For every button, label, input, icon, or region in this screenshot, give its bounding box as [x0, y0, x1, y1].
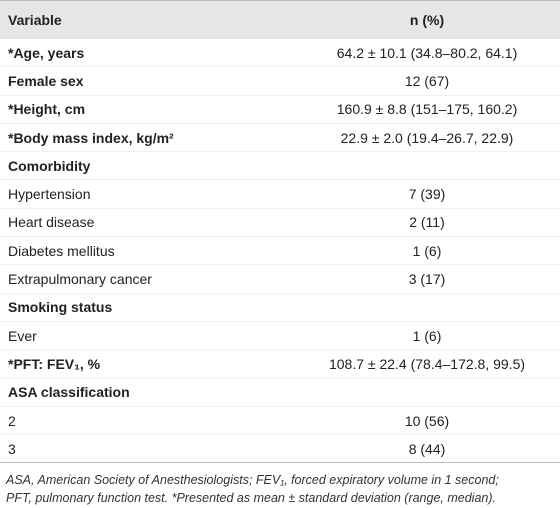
row-label: Extrapulmonary cancer: [0, 264, 294, 294]
header-cell: Variable: [0, 0, 294, 39]
row-label: Hypertension: [0, 179, 294, 209]
row-value: 1 (6): [294, 321, 560, 351]
row-label: ASA classification: [0, 378, 294, 407]
row-label: 3: [0, 434, 294, 464]
table-row: *Age, years 64.2 ± 10.1 (34.8–80.2, 64.1): [0, 39, 560, 68]
row-value: 7 (39): [294, 179, 560, 209]
row-label: *Age, years: [0, 39, 294, 68]
empty-cell: [294, 293, 560, 322]
table-row: *Height, cm 160.9 ± 8.8 (151–175, 160.2): [0, 95, 560, 124]
row-value: 160.9 ± 8.8 (151–175, 160.2): [294, 95, 560, 124]
footnote-line: PFT, pulmonary function test. *Presented…: [6, 491, 496, 506]
footnote-line: ASA, American Society of Anesthesiologis…: [6, 473, 499, 488]
row-value: 1 (6): [294, 236, 560, 266]
table-body: *Age, years 64.2 ± 10.1 (34.8–80.2, 64.1)…: [0, 39, 560, 464]
row-label: *Height, cm: [0, 95, 294, 124]
empty-cell: [294, 378, 560, 407]
footnote: ASA, American Society of Anesthesiologis…: [0, 463, 560, 507]
table-row: Smoking status: [0, 293, 560, 322]
row-value: 3 (17): [294, 264, 560, 294]
empty-cell: [294, 151, 560, 181]
table-row: Diabetes mellitus 1 (6): [0, 236, 560, 266]
row-label: Heart disease: [0, 208, 294, 238]
table-row: *PFT: FEV₁, % 108.7 ± 22.4 (78.4–172.8, 9…: [0, 349, 560, 379]
row-label: *PFT: FEV₁, %: [0, 349, 294, 379]
table-row: 2 10 (56): [0, 406, 560, 436]
table-row: Heart disease 2 (11): [0, 208, 560, 238]
row-value: 2 (11): [294, 208, 560, 238]
table-row: *Body mass index, kg/m² 22.9 ± 2.0 (19.4–…: [0, 123, 560, 153]
row-label: 2: [0, 406, 294, 436]
row-value: 64.2 ± 10.1 (34.8–80.2, 64.1): [294, 39, 560, 68]
row-label: Comorbidity: [0, 151, 294, 181]
table-row: Hypertension 7 (39): [0, 179, 560, 209]
row-label: Smoking status: [0, 293, 294, 322]
row-label: Female sex: [0, 66, 294, 96]
header-cell: n (%): [294, 0, 560, 39]
row-value: 10 (56): [294, 406, 560, 436]
row-label: *Body mass index, kg/m²: [0, 123, 294, 153]
table-row: Ever 1 (6): [0, 321, 560, 351]
table-row: ASA classification: [0, 378, 560, 407]
header-row: Variable n (%): [0, 0, 560, 39]
row-label: Diabetes mellitus: [0, 236, 294, 266]
row-value: 12 (67): [294, 66, 560, 96]
table-row: Female sex 12 (67): [0, 66, 560, 96]
row-value: 22.9 ± 2.0 (19.4–26.7, 22.9): [294, 123, 560, 153]
table-row: Comorbidity: [0, 151, 560, 181]
row-value: 108.7 ± 22.4 (78.4–172.8, 99.5): [294, 349, 560, 379]
table-row: Extrapulmonary cancer 3 (17): [0, 264, 560, 294]
data-table: Variable n (%) *Age, years 64.2 ± 10.1 (3…: [0, 0, 560, 464]
row-label: Ever: [0, 321, 294, 351]
row-value: 8 (44): [294, 434, 560, 464]
